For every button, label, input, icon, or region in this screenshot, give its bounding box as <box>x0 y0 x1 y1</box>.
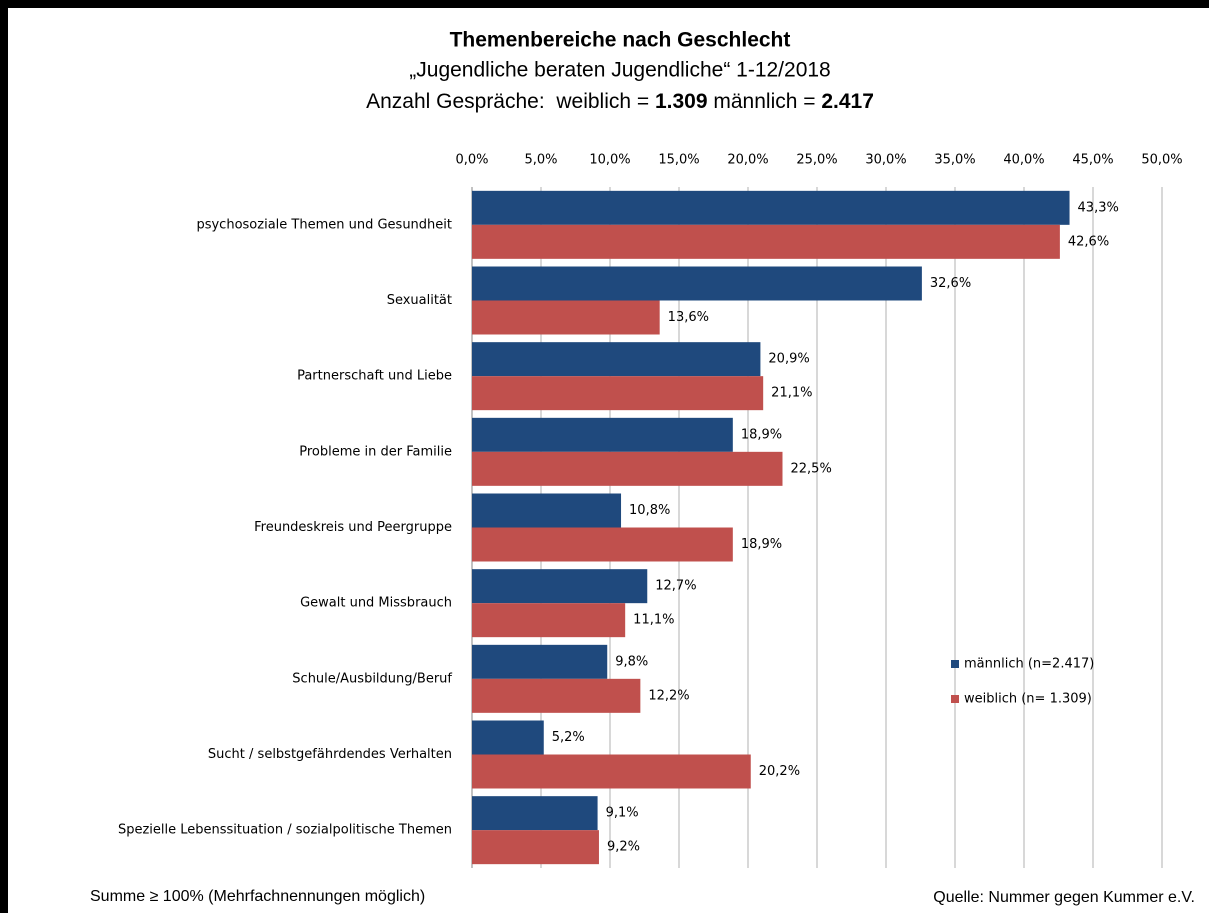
data-label: 12,2% <box>648 688 689 703</box>
x-tick-label: 40,0% <box>1003 153 1044 168</box>
y-tick-label: Probleme in der Familie <box>299 444 452 459</box>
data-label: 9,8% <box>615 654 648 669</box>
y-tick-label: Spezielle Lebenssituation / sozialpoliti… <box>118 823 452 838</box>
legend-swatch <box>951 695 959 703</box>
x-tick-label: 15,0% <box>658 153 699 168</box>
bar <box>472 527 733 562</box>
x-tick-label: 20,0% <box>727 153 768 168</box>
data-label: 10,8% <box>629 503 670 518</box>
x-tick-label: 25,0% <box>796 153 837 168</box>
data-label: 9,2% <box>607 840 640 855</box>
bar <box>472 754 751 789</box>
data-label: 21,1% <box>771 386 812 401</box>
frame-top <box>0 0 1209 8</box>
data-label: 22,5% <box>791 461 832 476</box>
x-tick-label: 5,0% <box>524 153 557 168</box>
subtitle-part: 2.417 <box>821 90 874 113</box>
data-label: 20,9% <box>768 352 809 367</box>
data-label: 18,9% <box>741 427 782 442</box>
bar <box>472 569 648 604</box>
legend-label: männlich (n=2.417) <box>964 657 1094 672</box>
x-tick-label: 0,0% <box>455 153 488 168</box>
bar <box>472 342 761 377</box>
bar <box>472 493 622 528</box>
y-tick-label: Partnerschaft und Liebe <box>297 369 452 384</box>
subtitle-part: 1.309 <box>655 90 708 113</box>
data-label: 12,7% <box>655 579 696 594</box>
legend-swatch <box>951 660 959 668</box>
bar <box>472 266 922 301</box>
bar <box>472 190 1070 225</box>
bar <box>472 796 598 831</box>
subtitle-part: Anzahl Gespräche: weiblich = <box>366 90 655 113</box>
y-tick-label: Schule/Ausbildung/Beruf <box>292 671 452 686</box>
y-tick-label: Gewalt und Missbrauch <box>300 596 452 611</box>
bar <box>472 678 641 713</box>
y-tick-label: psychosoziale Themen und Gesundheit <box>196 217 452 232</box>
bar <box>472 720 544 755</box>
y-tick-label: Sucht / selbstgefährdendes Verhalten <box>208 747 452 762</box>
x-tick-label: 30,0% <box>865 153 906 168</box>
subtitle-part: männlich = <box>708 90 822 113</box>
y-tick-label: Sexualität <box>387 293 452 308</box>
bar <box>472 451 783 486</box>
y-tick-label: Freundeskreis und Peergruppe <box>254 520 452 535</box>
data-label: 43,3% <box>1078 200 1119 215</box>
x-tick-label: 35,0% <box>934 153 975 168</box>
source: Quelle: Nummer gegen Kummer e.V. <box>933 889 1195 906</box>
bar <box>472 224 1060 259</box>
data-label: 11,1% <box>633 613 674 628</box>
bar <box>472 644 608 679</box>
chart-subtitle-2: Anzahl Gespräche: weiblich = 1.309 männl… <box>366 90 874 113</box>
x-tick-label: 10,0% <box>589 153 630 168</box>
chart-subtitle: „Jugendliche beraten Jugendliche“ 1-12/2… <box>409 59 830 82</box>
bar <box>472 603 626 638</box>
data-label: 20,2% <box>759 764 800 779</box>
data-label: 42,6% <box>1068 234 1109 249</box>
x-tick-label: 45,0% <box>1072 153 1113 168</box>
data-label: 32,6% <box>930 276 971 291</box>
data-label: 13,6% <box>668 310 709 325</box>
x-tick-label: 50,0% <box>1141 153 1182 168</box>
data-label: 18,9% <box>741 537 782 552</box>
bar <box>472 376 764 411</box>
bar <box>472 830 599 865</box>
data-label: 9,1% <box>606 806 639 821</box>
bar <box>472 417 733 452</box>
data-label: 5,2% <box>552 730 585 745</box>
legend-label: weiblich (n= 1.309) <box>964 692 1092 707</box>
frame-left <box>0 0 8 913</box>
footnote: Summe ≥ 100% (Mehrfachnennungen möglich) <box>90 888 425 905</box>
bar <box>472 300 660 335</box>
chart-title: Themenbereiche nach Geschlecht <box>450 29 791 52</box>
